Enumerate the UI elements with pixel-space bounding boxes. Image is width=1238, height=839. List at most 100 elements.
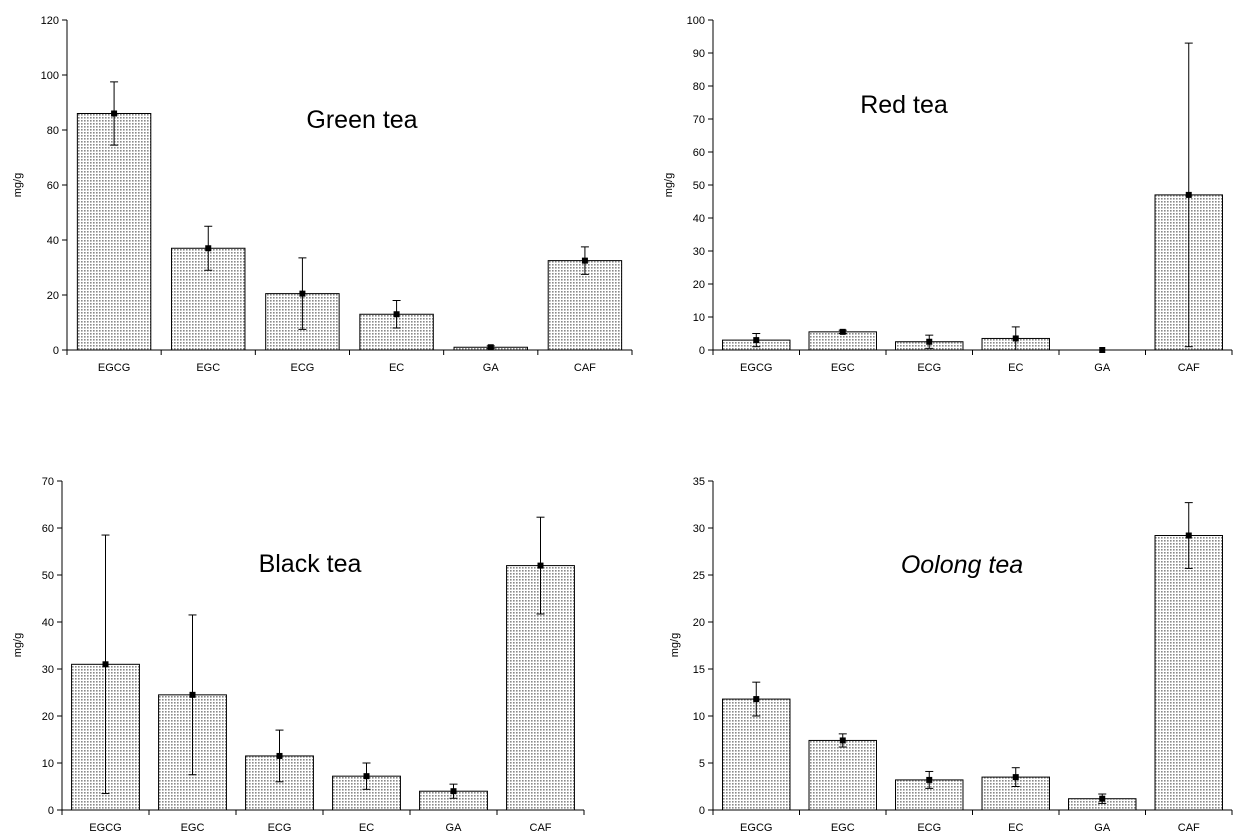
bar-caf [547, 260, 623, 351]
bar-caf [1154, 535, 1223, 811]
category-label-ec: EC [389, 362, 404, 374]
y-tick-label: 50 [693, 180, 705, 192]
y-tick-label: 25 [693, 570, 705, 582]
y-tick-label: 120 [41, 15, 59, 27]
mean-marker-ga [1099, 795, 1106, 802]
category-label-ecg: ECG [917, 362, 941, 374]
category-label-ecg: ECG [268, 822, 292, 834]
y-tick-label: 70 [42, 476, 54, 488]
y-tick-label: 20 [693, 279, 705, 291]
mean-marker-egc [189, 691, 196, 698]
category-label-ga: GA [446, 822, 463, 834]
mean-marker-ec [363, 773, 370, 780]
category-label-caf: CAF [1178, 362, 1200, 374]
category-label-caf: CAF [530, 822, 552, 834]
mean-marker-ga [1099, 347, 1106, 353]
chart-panel-3: 0 10 20 30 40 50 60 70 EGCG EGC ECG EC GA CAF mg/g Blac… [12, 476, 585, 834]
y-tick-label: 10 [693, 711, 705, 723]
mean-marker-egcg [102, 661, 109, 668]
mean-marker-ga [487, 344, 494, 351]
y-tick-label: 30 [693, 246, 705, 258]
mean-marker-egc [839, 737, 846, 744]
panel-title: Oolong tea [901, 551, 1023, 579]
panel-title: Black tea [259, 550, 362, 578]
y-tick-label: 0 [53, 345, 59, 357]
bar-egc [808, 739, 877, 811]
category-label-ec: EC [1008, 822, 1023, 834]
mean-marker-egc [839, 328, 846, 335]
y-tick-label: 100 [687, 15, 705, 27]
category-label-ecg: ECG [290, 362, 314, 374]
y-tick-label: 20 [47, 290, 59, 302]
y-tick-label: 20 [42, 711, 54, 723]
mean-marker-egc [205, 245, 212, 252]
y-tick-label: 0 [699, 345, 705, 357]
y-tick-label: 20 [693, 617, 705, 629]
mean-marker-caf [581, 257, 588, 264]
category-label-ga: GA [1094, 362, 1111, 374]
y-tick-label: 80 [47, 125, 59, 137]
y-tick-label: 35 [693, 476, 705, 488]
y-axis-title: mg/g [12, 173, 24, 197]
y-tick-label: 30 [693, 523, 705, 535]
mean-marker-ecg [926, 776, 933, 783]
y-axis-title: mg/g [663, 173, 675, 197]
bar-egcg [722, 698, 791, 811]
mean-marker-caf [1185, 532, 1192, 539]
y-tick-label: 0 [48, 805, 54, 817]
mean-marker-ga [450, 788, 457, 795]
y-tick-label: 60 [47, 180, 59, 192]
category-label-egc: EGC [196, 362, 220, 374]
y-tick-label: 50 [42, 570, 54, 582]
panel-title: Red tea [860, 91, 948, 119]
y-tick-label: 90 [693, 48, 705, 60]
y-tick-label: 10 [693, 312, 705, 324]
category-label-egc: EGC [831, 822, 855, 834]
y-axis-title: mg/g [12, 633, 24, 657]
mean-marker-egcg [753, 696, 760, 703]
mean-marker-caf [537, 562, 544, 569]
mean-marker-ecg [299, 290, 306, 297]
y-tick-label: 80 [693, 81, 705, 93]
mean-marker-ecg [276, 752, 283, 759]
mean-marker-egcg [753, 337, 760, 344]
mean-marker-ec [1012, 335, 1019, 342]
chart-panel-1: 0 20 40 60 80 100 120 EGCG EGC ECG EC GA CAF mg/g Gree… [12, 15, 633, 374]
y-tick-label: 15 [693, 664, 705, 676]
y-tick-label: 0 [699, 805, 705, 817]
panel-title: Green tea [306, 106, 417, 134]
category-label-ga: GA [483, 362, 500, 374]
category-label-ga: GA [1094, 822, 1111, 834]
chart-panel-2: 0 10 20 30 40 50 60 70 80 90 100 EGCG EGC ECG EC GA CAF m… [663, 15, 1233, 374]
category-label-ec: EC [1008, 362, 1023, 374]
mean-marker-ecg [926, 338, 933, 345]
y-tick-label: 40 [693, 213, 705, 225]
y-tick-label: 40 [47, 235, 59, 247]
category-label-egcg: EGCG [89, 822, 121, 834]
category-label-egc: EGC [181, 822, 205, 834]
category-label-caf: CAF [1178, 822, 1200, 834]
chart-panel-4: 0 5 10 15 20 25 30 35 EGCG EGC ECG EC GA CAF mg/g Oolon… [669, 476, 1233, 834]
category-label-caf: CAF [574, 362, 596, 374]
y-tick-label: 40 [42, 617, 54, 629]
category-label-egc: EGC [831, 362, 855, 374]
y-axis-title: mg/g [669, 633, 681, 657]
y-tick-label: 70 [693, 114, 705, 126]
category-label-ec: EC [359, 822, 374, 834]
category-label-ecg: ECG [917, 822, 941, 834]
category-label-egcg: EGCG [740, 822, 772, 834]
mean-marker-caf [1185, 191, 1192, 198]
category-label-egcg: EGCG [98, 362, 130, 374]
mean-marker-ec [1012, 774, 1019, 781]
y-tick-label: 10 [42, 758, 54, 770]
mean-marker-egcg [111, 110, 118, 117]
bar-egcg [76, 113, 152, 351]
y-tick-label: 60 [693, 147, 705, 159]
y-tick-label: 100 [41, 70, 59, 82]
mean-marker-ec [393, 311, 400, 318]
y-tick-label: 5 [699, 758, 705, 770]
y-tick-label: 30 [42, 664, 54, 676]
y-tick-label: 60 [42, 523, 54, 535]
category-label-egcg: EGCG [740, 362, 772, 374]
